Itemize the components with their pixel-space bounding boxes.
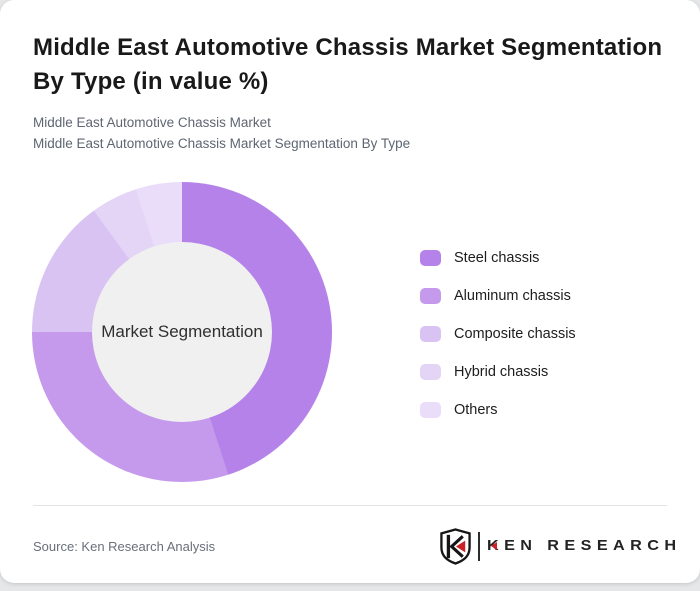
legend-label-steel-chassis: Steel chassis <box>454 249 540 266</box>
source-text: Source: Ken Research Analysis <box>33 539 216 554</box>
brand-k-triangle-icon <box>490 541 497 550</box>
logo-divider <box>477 531 480 561</box>
chart-subtitle-1: Middle East Automotive Chassis Market <box>33 115 271 130</box>
legend-swatch-steel-chassis <box>420 249 441 266</box>
chart-subtitle-2: Middle East Automotive Chassis Market Se… <box>33 136 411 151</box>
chart-title: Middle East Automotive Chassis Market Se… <box>33 34 663 95</box>
legend-label-aluminum-chassis: Aluminum chassis <box>454 287 571 304</box>
brand-wordmark: KEN RESEARCH <box>486 537 682 554</box>
legend-label-hybrid-chassis: Hybrid chassis <box>454 363 549 380</box>
footer-divider <box>33 505 667 506</box>
donut-chart[interactable]: Market Segmentation <box>32 182 332 482</box>
donut-center-label: Market Segmentation <box>101 322 263 341</box>
legend-item-hybrid-chassis[interactable]: Hybrid chassis <box>420 363 576 380</box>
legend-label-others: Others <box>454 401 498 418</box>
ken-research-shield-icon <box>440 527 471 565</box>
legend-item-composite-chassis[interactable]: Composite chassis <box>420 325 576 342</box>
donut-center: Market Segmentation <box>92 242 272 422</box>
legend-item-steel-chassis[interactable]: Steel chassis <box>420 249 576 266</box>
legend-item-aluminum-chassis[interactable]: Aluminum chassis <box>420 287 576 304</box>
legend-swatch-hybrid-chassis <box>420 363 441 380</box>
chart-legend: Steel chassis Aluminum chassis Composite c… <box>420 249 576 418</box>
legend-swatch-composite-chassis <box>420 325 441 342</box>
ken-research-logo: KEN RESEARCH <box>439 527 676 565</box>
legend-swatch-aluminum-chassis <box>420 287 441 304</box>
legend-label-composite-chassis: Composite chassis <box>454 325 576 342</box>
legend-item-others[interactable]: Others <box>420 401 576 418</box>
legend-swatch-others <box>420 401 441 418</box>
